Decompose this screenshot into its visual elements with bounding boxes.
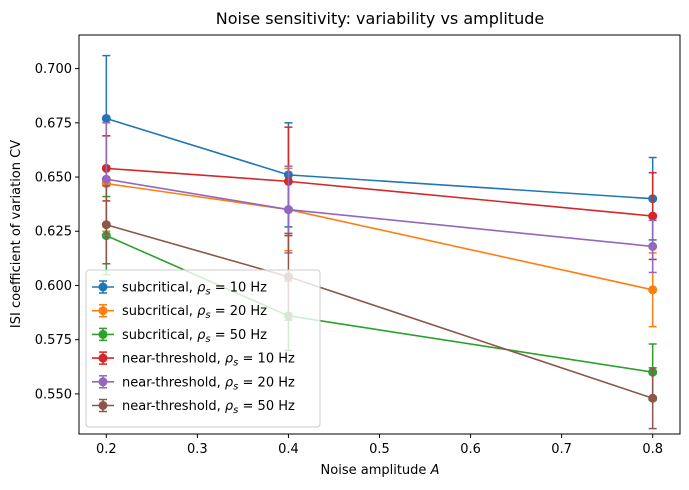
data-point [648,285,658,295]
y-axis-title: ISI coefficient of variation CV [9,140,24,328]
legend-group: near-threshold, [122,399,225,414]
y-tick-label: 0.575 [35,333,72,348]
legend-label: subcritical, ρs = 10 Hz [122,281,267,298]
series [101,122,658,274]
data-point [648,241,658,251]
legend-box [85,269,321,428]
legend-label: near-threshold, ρs = 50 Hz [122,399,295,416]
legend-rho: ρ [225,375,234,390]
data-point [101,220,111,230]
plot-frame [78,34,681,435]
legend-item: near-threshold, ρs = 20 Hz [92,375,295,392]
x-tick-label: 0.5 [369,442,390,457]
x-tick-label: 0.6 [460,442,481,457]
legend-rho: ρ [225,399,234,414]
x-axis-title: Noise amplitude A [321,463,440,478]
legend-marker [98,377,108,387]
legend-rho: ρ [197,328,206,343]
legend-item: subcritical, ρs = 20 Hz [92,303,267,321]
legend-rate: = 50 Hz [211,328,268,343]
legend-rho: ρ [225,352,234,367]
y-tick-label: 0.600 [35,279,72,294]
legend-group: subcritical, [122,304,197,319]
plot-area [101,54,658,430]
series [101,54,658,241]
legend-group: subcritical, [122,281,197,296]
legend-item: near-threshold, ρs = 10 Hz [92,351,295,369]
legend-item: subcritical, ρs = 50 Hz [92,327,267,345]
legend-rho-sub: s [233,405,238,416]
legend-rho: ρ [197,281,206,296]
data-point [648,211,658,221]
legend-rate: = 10 Hz [211,281,268,296]
chart-title: Noise sensitivity: variability vs amplit… [216,9,544,28]
x-tick-label: 0.2 [96,442,117,457]
legend-group: subcritical, [122,328,197,343]
legend-rate: = 10 Hz [238,352,295,367]
legend-label: near-threshold, ρs = 20 Hz [122,375,295,392]
data-point [101,113,111,123]
legend-item: subcritical, ρs = 10 Hz [92,280,267,298]
legend-group: near-threshold, [122,375,225,390]
x-tick-label: 0.8 [642,442,663,457]
data-point [101,174,111,184]
series-line [106,117,653,200]
x-tick-label: 0.7 [551,442,572,457]
x-axis-title-symbol: A [430,463,440,478]
legend-rho-sub: s [205,310,210,321]
legend-item: near-threshold, ρs = 50 Hz [92,398,295,416]
y-tick-label: 0.625 [35,225,72,240]
legend-rho-sub: s [233,381,238,392]
legend-label: subcritical, ρs = 50 Hz [122,328,267,345]
legend-rate: = 20 Hz [238,375,295,390]
x-axis-title-text: Noise amplitude [321,463,427,478]
legend-rho-sub: s [205,287,210,298]
legend-rho: ρ [197,304,206,319]
legend-rate: = 20 Hz [211,304,268,319]
legend-group: near-threshold, [122,352,225,367]
legend-rho-sub: s [205,334,210,345]
legend-rho-sub: s [233,358,238,369]
x-tick-label: 0.3 [187,442,208,457]
legend-marker [98,282,108,292]
legend-label: subcritical, ρs = 20 Hz [122,304,267,321]
x-tick-label: 0.4 [278,442,299,457]
legend-marker [98,353,108,363]
data-point [283,205,293,215]
legend-marker [98,329,108,339]
y-tick-label: 0.650 [35,171,72,186]
legend-label: near-threshold, ρs = 10 Hz [122,352,295,369]
legend-marker [98,306,108,316]
y-tick-label: 0.700 [35,62,72,77]
data-point [648,393,658,403]
y-tick-label: 0.550 [35,387,72,402]
y-tick-label: 0.675 [35,116,72,131]
legend-rate: = 50 Hz [238,399,295,414]
legend-marker [98,401,108,410]
axes: 0.2 0.3 0.4 0.5 0.6 0.7 0.8 0.550 0.575 0.600 0.62… [35,62,663,457]
